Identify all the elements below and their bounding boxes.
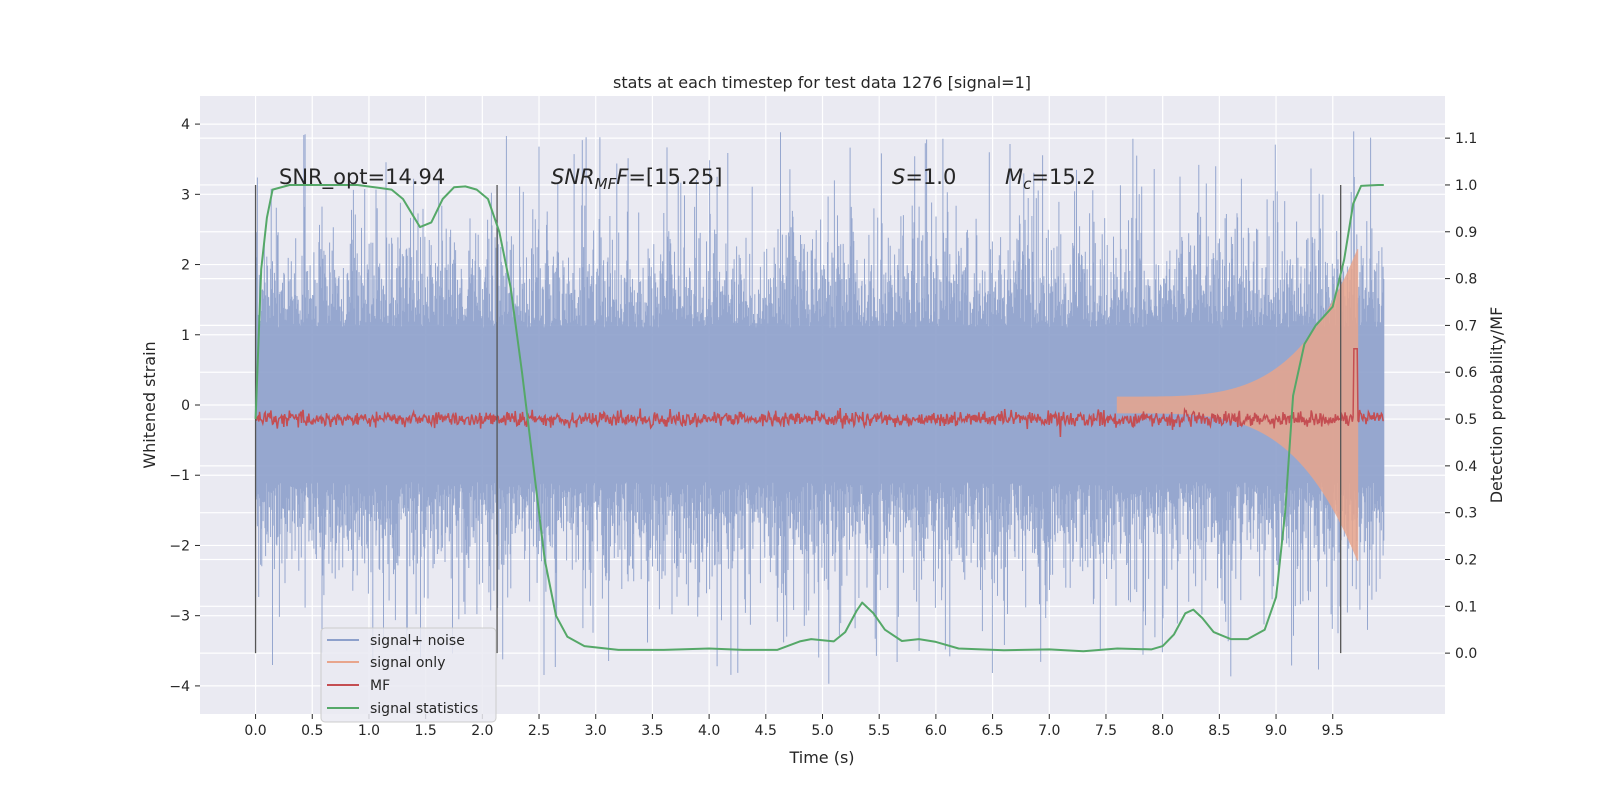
y-tick-label: 0	[181, 398, 190, 414]
x-tick-label: 6.0	[925, 723, 947, 739]
annotation-snr-mf: SNRMFF=[15.25]	[551, 165, 722, 193]
x-tick-label: 1.0	[358, 723, 380, 739]
vertical-markers	[254, 184, 1342, 654]
y2-tick-label: 1.1	[1455, 131, 1477, 147]
legend: signal+ noise signal only MF signal stat…	[320, 627, 497, 723]
x-tick-label: 9.5	[1322, 723, 1344, 739]
legend-label-signal-only: signal only	[370, 655, 445, 671]
x-tick-label: 4.0	[698, 723, 720, 739]
y2-tick-label: 0.0	[1455, 646, 1477, 662]
x-tick-label: 2.5	[528, 723, 550, 739]
y-axis-title: Whitened strain	[140, 341, 159, 468]
y-tick-label: 4	[181, 117, 190, 133]
x-tick-label: 2.0	[471, 723, 493, 739]
y2-axis-title: Detection probability/MF	[1487, 307, 1506, 504]
mf-trace	[254, 348, 1384, 438]
chart-title: stats at each timestep for test data 127…	[613, 73, 1031, 92]
x-tick-label: 6.5	[981, 723, 1003, 739]
legend-label-signal-noise: signal+ noise	[370, 633, 465, 649]
y2-tick-label: 0.9	[1455, 225, 1477, 241]
annotation-mc: Mc=15.2	[1005, 165, 1096, 193]
y2-tick-label: 0.8	[1455, 272, 1477, 288]
x-tick-label: 7.5	[1095, 723, 1117, 739]
y-tick-label: −4	[169, 679, 190, 695]
x-tick-label: 8.0	[1152, 723, 1174, 739]
x-tick-label: 0.0	[244, 723, 266, 739]
y2-tick-label: 0.2	[1455, 553, 1477, 569]
y2-tick-label: 0.6	[1455, 365, 1477, 381]
legend-box	[320, 627, 497, 723]
x-tick-labels: 0.0 0.5 1.0 1.5 2.0 2.5 3.0 3.5 4.0 4.5 5.0 5.5 6.0 6…	[244, 714, 1344, 739]
signal-only-trace	[1116, 249, 1359, 561]
series-mf	[254, 348, 1384, 438]
y2-tick-label: 0.5	[1455, 412, 1477, 428]
annotation-snr-opt: SNR_opt=14.94	[279, 165, 445, 190]
y-tick-label: 1	[181, 328, 190, 344]
legend-label-signal-statistics: signal statistics	[370, 701, 478, 717]
x-tick-label: 1.5	[415, 723, 437, 739]
y-tick-label: 2	[181, 258, 190, 274]
x-tick-label: 0.5	[301, 723, 323, 739]
y-tick-label: −1	[169, 468, 190, 484]
y-tick-label: −2	[169, 538, 190, 554]
x-tick-label: 4.5	[755, 723, 777, 739]
y2-tick-label: 1.0	[1455, 178, 1477, 194]
y-tick-label: 3	[181, 187, 190, 203]
y2-tick-label: 0.1	[1455, 599, 1477, 615]
x-tick-label: 5.5	[868, 723, 890, 739]
y2-tick-label: 0.3	[1455, 506, 1477, 522]
x-tick-label: 3.5	[641, 723, 663, 739]
x-tick-label: 8.5	[1208, 723, 1230, 739]
series-signal-statistics	[254, 184, 1384, 653]
x-tick-label: 5.0	[811, 723, 833, 739]
x-tick-label: 7.0	[1038, 723, 1060, 739]
x-tick-label: 9.0	[1265, 723, 1287, 739]
signal-statistics-line	[254, 184, 1384, 653]
legend-label-mf: MF	[370, 678, 390, 694]
y2-tick-label: 0.7	[1455, 318, 1477, 334]
y2-tick-label: 0.4	[1455, 459, 1477, 475]
y-tick-labels: 4 3 2 1 0 −1 −2 −3 −4	[169, 117, 200, 695]
x-axis-title: Time (s)	[788, 748, 854, 767]
series-signal-only	[1116, 249, 1359, 561]
annotation-s: S=1.0	[892, 165, 956, 189]
y-tick-label: −3	[169, 609, 190, 625]
y2-tick-labels: 1.1 1.0 0.9 0.8 0.7 0.6 0.5 0.4 0.3 0.2 0.1 0.0	[1445, 131, 1477, 662]
x-tick-label: 3.0	[585, 723, 607, 739]
